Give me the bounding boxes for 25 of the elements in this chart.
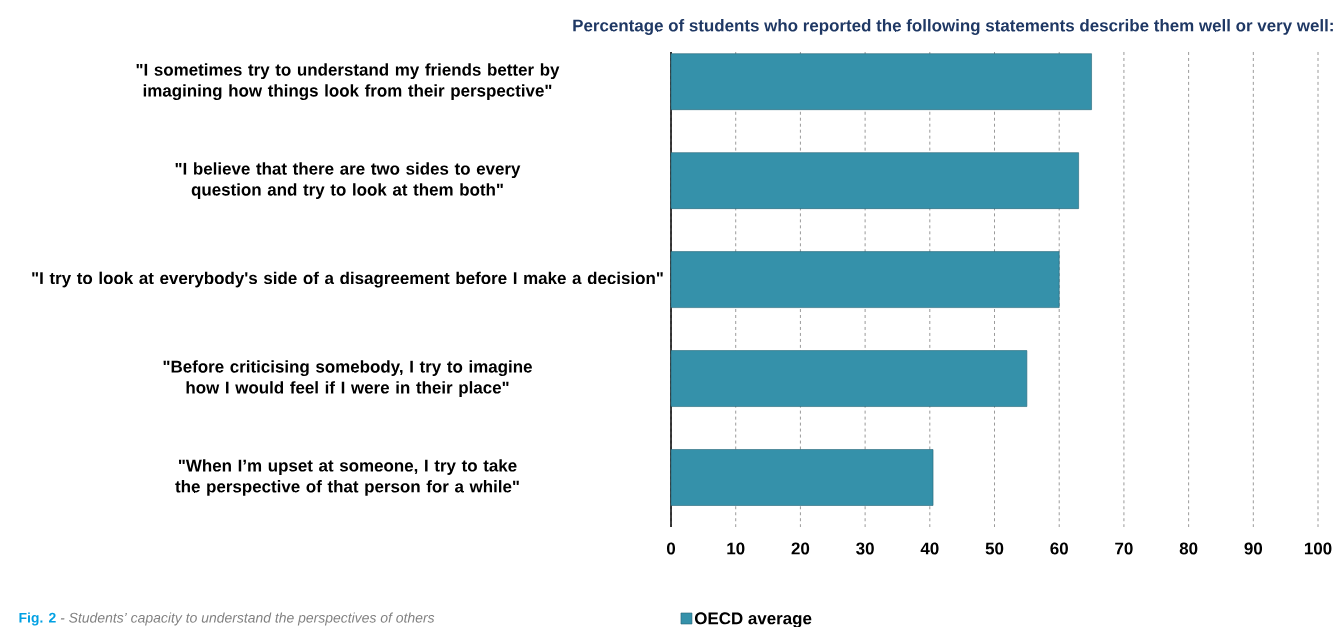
y-tick-label: "Before criticising somebody, I try to imagine how I would feel if I were in their place" xyxy=(163,360,532,397)
x-tick-label: 90 xyxy=(1244,542,1263,555)
y-tick-label: "I believe that there are two sides to every question and try to look at them both" xyxy=(175,162,521,199)
text: - Students’ capacity to understand the perspectives of others xyxy=(60,612,435,626)
x-tick-label: 100 xyxy=(1304,542,1332,555)
bar xyxy=(670,350,1028,407)
x-tick-label: 70 xyxy=(1115,542,1133,555)
x-tick-label: 20 xyxy=(791,542,810,555)
x-tick-label: 30 xyxy=(856,542,874,555)
x-tick-label: 40 xyxy=(920,542,939,555)
x-tick-label: 10 xyxy=(727,542,745,555)
bar xyxy=(670,53,1092,110)
bar xyxy=(670,152,1079,209)
caption: Fig. 2 xyxy=(19,612,56,626)
x-tick-label: 60 xyxy=(1050,542,1068,555)
bar xyxy=(670,251,1060,308)
y-tick-label: "I try to look at everybody's side of a disagreement before I make a decision" xyxy=(32,271,663,288)
y-tick-label: "I sometimes try to understand my friends better by imagining how things look from their perspective" xyxy=(136,63,560,101)
y-tick-label: "When I’m upset at someone, I try to take the perspective of that person for a while" xyxy=(175,459,519,496)
x-tick-label: 0 xyxy=(666,542,676,555)
chart-title: Percentage of students who reported the following statements describe them well or very well: xyxy=(573,19,1333,35)
x-tick-label: 80 xyxy=(1179,542,1198,555)
bar xyxy=(670,449,934,506)
legend-label: OECD average xyxy=(694,612,812,627)
x-tick-label: 50 xyxy=(985,542,1004,555)
